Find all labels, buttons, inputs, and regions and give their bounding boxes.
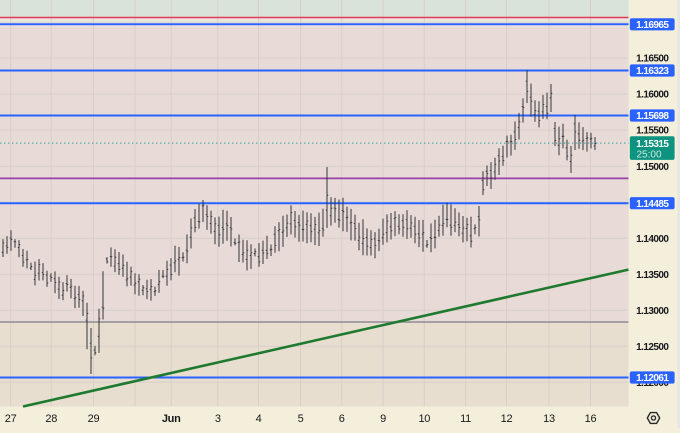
svg-text:1.16323: 1.16323 xyxy=(636,66,669,77)
svg-text:13: 13 xyxy=(543,413,555,425)
svg-text:6: 6 xyxy=(339,413,345,425)
svg-text:25:00: 25:00 xyxy=(637,149,662,160)
svg-text:1.16000: 1.16000 xyxy=(636,90,669,101)
svg-text:11: 11 xyxy=(460,413,471,425)
svg-text:27: 27 xyxy=(5,413,17,425)
svg-text:1.13000: 1.13000 xyxy=(636,306,669,317)
svg-text:4: 4 xyxy=(256,413,262,425)
svg-text:16: 16 xyxy=(585,413,597,425)
svg-text:1.15698: 1.15698 xyxy=(636,111,669,122)
svg-text:3: 3 xyxy=(215,413,221,425)
svg-text:1.15500: 1.15500 xyxy=(636,126,669,137)
svg-text:5: 5 xyxy=(298,413,304,425)
svg-text:1.14000: 1.14000 xyxy=(636,234,669,245)
svg-text:12: 12 xyxy=(501,413,513,425)
svg-text:1.16500: 1.16500 xyxy=(636,54,669,65)
svg-text:1.12500: 1.12500 xyxy=(636,342,669,353)
svg-text:Jun: Jun xyxy=(162,413,181,425)
svg-text:29: 29 xyxy=(88,413,100,425)
svg-text:28: 28 xyxy=(45,413,57,425)
svg-text:1.15000: 1.15000 xyxy=(636,162,669,173)
svg-text:9: 9 xyxy=(380,413,386,425)
svg-text:1.16965: 1.16965 xyxy=(636,20,669,31)
svg-text:1.13500: 1.13500 xyxy=(636,270,669,281)
svg-text:1.14485: 1.14485 xyxy=(636,199,669,210)
svg-text:10: 10 xyxy=(418,413,430,425)
svg-text:1.15315: 1.15315 xyxy=(636,139,669,150)
svg-text:1.12061: 1.12061 xyxy=(636,373,669,384)
